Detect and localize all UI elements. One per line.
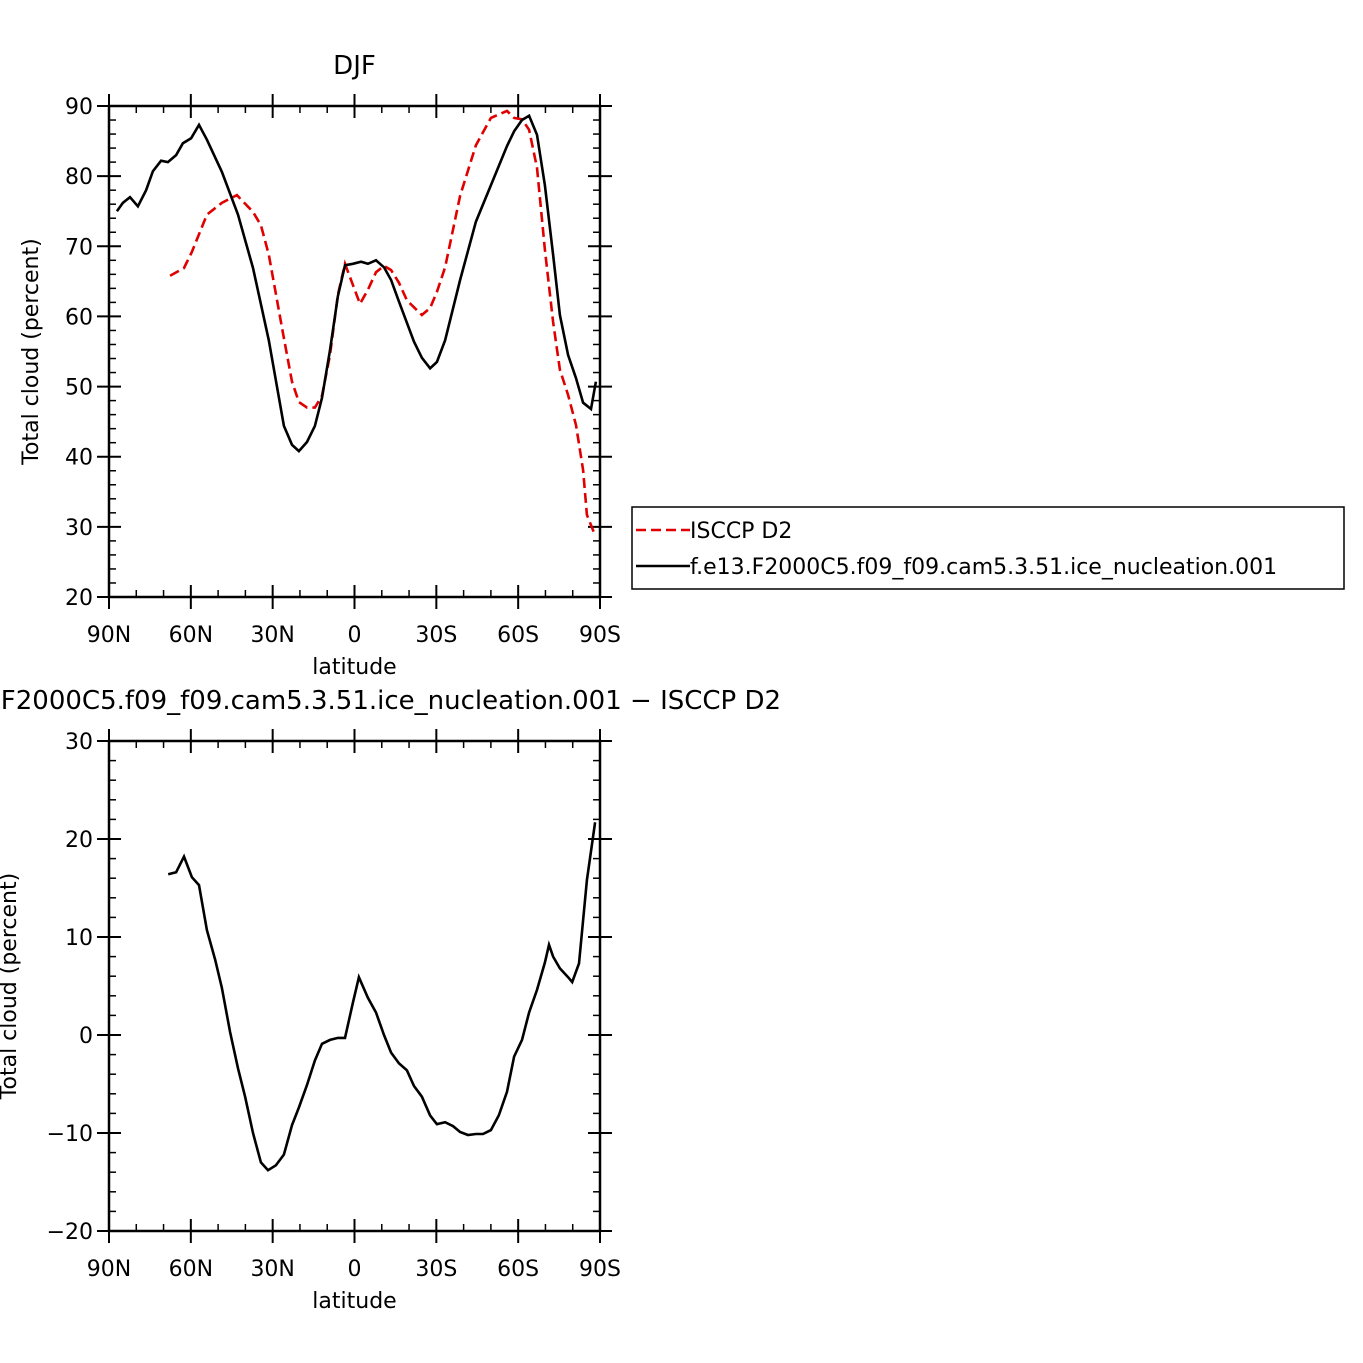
- x-tick-label: 60S: [497, 1257, 539, 1282]
- x-tick-label: 90S: [579, 1257, 621, 1282]
- x-tick-label: 30N: [250, 623, 294, 648]
- x-tick-label: 0: [348, 1257, 362, 1282]
- chart-title: f.e13.F2000C5.f09_f09.cam5.3.51.ice_nucl…: [0, 686, 781, 716]
- y-tick-label: 90: [65, 95, 93, 120]
- y-tick-label: 60: [65, 305, 93, 330]
- y-axis-title: Total cloud (percent): [0, 873, 22, 1100]
- x-tick-label: 0: [348, 623, 362, 648]
- x-axis-title: latitude: [312, 1289, 396, 1314]
- plot-frame: [107, 739, 602, 1233]
- x-tick-label: 60S: [497, 623, 539, 648]
- x-tick-label: 30S: [415, 623, 457, 648]
- y-tick-label: 40: [65, 446, 93, 471]
- y-axis-title: Total cloud (percent): [19, 238, 44, 465]
- legend-label: f.e13.F2000C5.f09_f09.cam5.3.51.ice_nucl…: [690, 555, 1277, 580]
- y-tick-label: 50: [65, 376, 93, 401]
- x-tick-label: 60N: [169, 623, 213, 648]
- y-tick-label: 0: [79, 1024, 93, 1049]
- legend: ISCCP D2 f.e13.F2000C5.f09_f09.cam5.3.51.…: [631, 506, 1345, 590]
- legend-box: [631, 506, 1345, 590]
- data-line: [115, 113, 598, 453]
- y-tick-label: 30: [65, 730, 93, 755]
- y-tick-label: 70: [65, 235, 93, 260]
- y-tick-label: −10: [47, 1122, 93, 1147]
- plot-frame: [107, 104, 602, 599]
- x-tick-label: 30N: [250, 1257, 294, 1282]
- y-tick-label: 30: [65, 516, 93, 541]
- x-tick-label: 90N: [87, 623, 131, 648]
- y-tick-label: 20: [65, 828, 93, 853]
- x-tick-label: 30S: [415, 1257, 457, 1282]
- chart-title: DJF: [333, 51, 376, 81]
- x-tick-label: 60N: [169, 1257, 213, 1282]
- x-axis-title: latitude: [312, 655, 396, 680]
- data-line: [167, 822, 597, 1172]
- y-tick-label: 10: [65, 926, 93, 951]
- data-line: [169, 109, 597, 536]
- y-tick-label: 20: [65, 586, 93, 611]
- legend-label: ISCCP D2: [690, 519, 792, 544]
- y-tick-label: −20: [47, 1220, 93, 1245]
- x-tick-label: 90N: [87, 1257, 131, 1282]
- y-tick-label: 80: [65, 165, 93, 190]
- x-tick-label: 90S: [579, 623, 621, 648]
